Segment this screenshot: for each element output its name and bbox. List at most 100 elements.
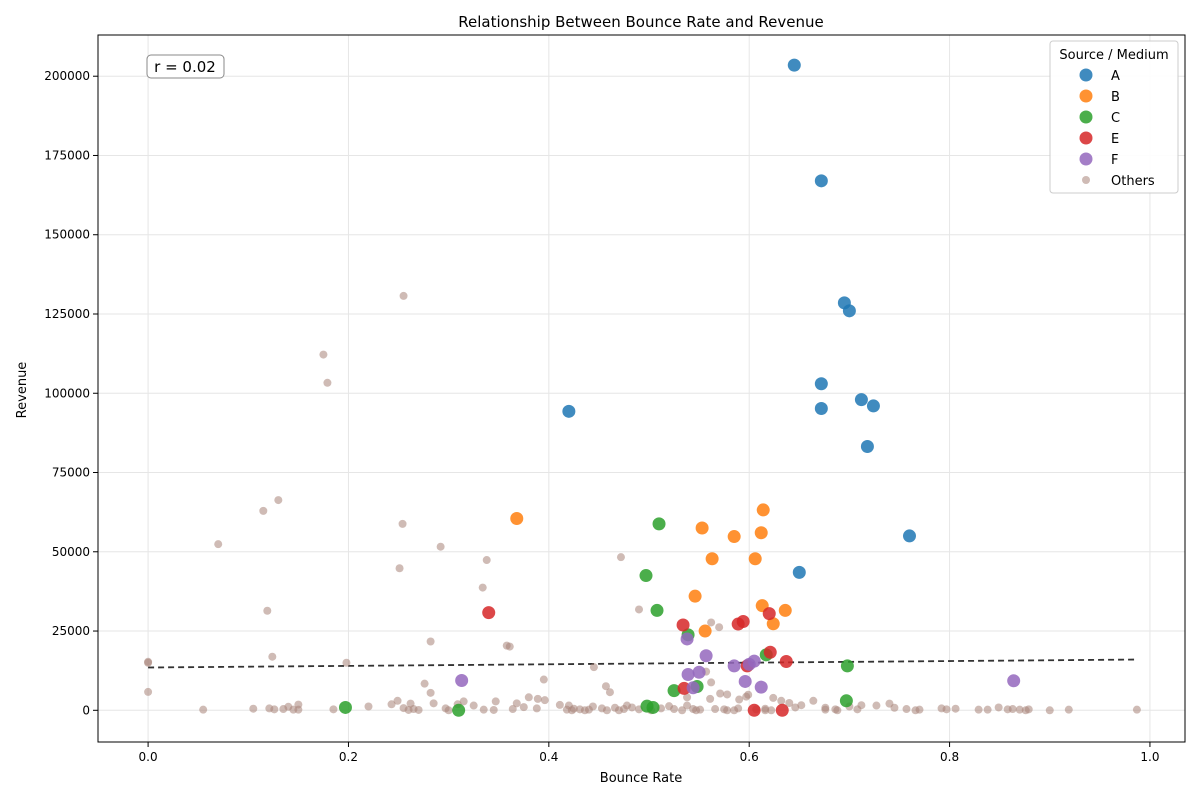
legend-label: B bbox=[1111, 90, 1120, 105]
y-axis-ticks: 0 25000 50000 75000 100000 125000 150000 175000… bbox=[44, 69, 98, 717]
legend-item-a: A bbox=[1079, 68, 1120, 84]
x-tick-label: 1.0 bbox=[1140, 750, 1159, 764]
correlation-annotation: r = 0.02 bbox=[146, 54, 225, 79]
legend-marker bbox=[1079, 152, 1093, 166]
x-tick-label: 0.8 bbox=[940, 750, 959, 764]
data-point bbox=[249, 704, 258, 713]
data-point bbox=[482, 556, 491, 565]
data-point bbox=[1132, 705, 1141, 714]
trendline-layer bbox=[148, 658, 1135, 669]
y-tick-label: 200000 bbox=[44, 69, 90, 83]
data-point bbox=[395, 564, 404, 573]
data-point bbox=[627, 703, 636, 712]
data-point bbox=[792, 565, 806, 579]
x-tick-label: 0.0 bbox=[139, 750, 158, 764]
legend-marker bbox=[1082, 176, 1090, 184]
data-point bbox=[727, 530, 741, 544]
data-point bbox=[650, 603, 664, 617]
data-point bbox=[707, 618, 716, 627]
legend-title: Source / Medium bbox=[1059, 48, 1168, 63]
data-point bbox=[890, 703, 899, 712]
data-point bbox=[678, 706, 687, 715]
data-point bbox=[747, 703, 761, 717]
data-point bbox=[1064, 705, 1073, 714]
data-point bbox=[429, 699, 438, 708]
data-point bbox=[809, 696, 818, 705]
data-point bbox=[510, 511, 524, 525]
chart-title: Relationship Between Bounce Rate and Rev… bbox=[458, 13, 823, 31]
data-point bbox=[274, 496, 283, 505]
data-point bbox=[686, 681, 700, 695]
data-point bbox=[833, 706, 842, 715]
data-point bbox=[860, 440, 874, 454]
data-point bbox=[268, 652, 277, 661]
x-tick-label: 0.6 bbox=[740, 750, 759, 764]
data-point bbox=[706, 694, 715, 703]
data-point bbox=[762, 607, 776, 621]
legend-item-b: B bbox=[1079, 89, 1120, 105]
data-point bbox=[469, 701, 478, 710]
plot-frame bbox=[97, 34, 1186, 743]
data-point bbox=[444, 706, 453, 715]
legend-label: E bbox=[1111, 132, 1119, 147]
data-point bbox=[459, 697, 468, 706]
legend-marker bbox=[1079, 110, 1093, 124]
data-point bbox=[707, 678, 716, 687]
y-tick-label: 125000 bbox=[44, 307, 90, 321]
data-point bbox=[756, 503, 770, 517]
legend-label: Others bbox=[1111, 174, 1155, 189]
data-point bbox=[730, 706, 739, 715]
y-tick-label: 75000 bbox=[52, 466, 90, 480]
data-point bbox=[785, 699, 794, 708]
data-point bbox=[533, 694, 542, 703]
data-point bbox=[270, 705, 279, 714]
series-c bbox=[338, 517, 854, 717]
data-point bbox=[763, 645, 777, 659]
data-point bbox=[842, 304, 856, 318]
data-point bbox=[199, 705, 208, 714]
data-point bbox=[214, 540, 223, 549]
trendline bbox=[148, 658, 1135, 669]
data-point bbox=[489, 705, 498, 714]
data-point bbox=[404, 705, 413, 714]
annotation-text: r = 0.02 bbox=[154, 58, 216, 76]
data-point bbox=[540, 696, 549, 705]
data-point bbox=[1015, 705, 1024, 714]
data-point bbox=[681, 667, 695, 681]
data-point bbox=[699, 649, 713, 663]
data-point bbox=[505, 642, 514, 651]
data-point bbox=[942, 705, 951, 714]
series-f bbox=[455, 632, 1021, 695]
data-point bbox=[698, 624, 712, 638]
data-point bbox=[478, 583, 487, 592]
y-tick-label: 25000 bbox=[52, 624, 90, 638]
data-point bbox=[259, 506, 268, 515]
data-point bbox=[1007, 674, 1021, 688]
data-point bbox=[605, 688, 614, 697]
data-point bbox=[508, 705, 517, 714]
data-point bbox=[872, 701, 881, 710]
y-tick-label: 175000 bbox=[44, 148, 90, 162]
data-point bbox=[738, 674, 752, 688]
data-point bbox=[754, 680, 768, 694]
legend-label: F bbox=[1111, 153, 1118, 168]
data-point bbox=[778, 603, 792, 617]
data-point bbox=[323, 378, 332, 387]
data-point bbox=[715, 623, 724, 632]
data-point bbox=[680, 632, 694, 646]
data-point bbox=[539, 675, 548, 684]
legend-label: A bbox=[1111, 69, 1120, 84]
data-point bbox=[736, 615, 750, 629]
data-point bbox=[692, 665, 706, 679]
data-point bbox=[727, 659, 741, 673]
data-point bbox=[754, 526, 768, 540]
data-point bbox=[532, 704, 541, 713]
data-point bbox=[455, 673, 469, 687]
legend-item-f: F bbox=[1079, 152, 1118, 168]
data-point bbox=[797, 701, 806, 710]
data-point bbox=[866, 399, 880, 413]
data-point bbox=[562, 404, 576, 418]
data-point bbox=[994, 703, 1003, 712]
data-point bbox=[974, 705, 983, 714]
